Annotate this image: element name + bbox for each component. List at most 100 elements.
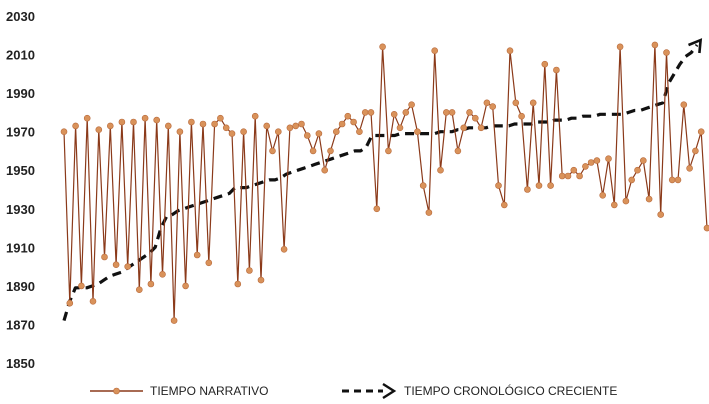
data-point-narrativo: [657, 211, 665, 218]
data-point-narrativo: [246, 267, 253, 274]
data-point-narrativo: [593, 157, 601, 164]
data-point-narrativo: [639, 157, 647, 164]
data-point-narrativo: [437, 166, 444, 174]
data-point-narrativo: [587, 159, 595, 166]
data-point-narrativo: [570, 166, 578, 174]
data-point-narrativo: [518, 112, 525, 120]
y-tick-label: 1890: [6, 279, 35, 294]
data-point-narrativo: [697, 128, 705, 135]
data-point-narrativo: [692, 147, 699, 155]
data-point-narrativo: [130, 118, 137, 126]
data-point-narrativo: [605, 155, 612, 162]
y-tick-label: 2010: [6, 48, 35, 63]
data-point-narrativo: [136, 286, 143, 294]
data-point-narrativo: [390, 111, 398, 118]
data-point-narrativo: [367, 109, 375, 116]
data-point-narrativo: [524, 186, 531, 193]
data-point-narrativo: [674, 176, 682, 184]
data-point-narrativo: [402, 109, 410, 116]
legend-marker-narrativo: [113, 387, 120, 395]
data-point-narrativo: [159, 270, 166, 278]
data-point-narrativo: [182, 282, 189, 290]
data-point-narrativo: [460, 124, 468, 132]
y-tick-label: 1910: [6, 240, 35, 255]
data-point-narrativo: [83, 114, 91, 122]
data-point-narrativo: [141, 114, 149, 122]
data-point-narrativo: [535, 182, 543, 189]
data-point-narrativo: [199, 120, 207, 128]
data-point-narrativo: [668, 176, 676, 184]
legend-label-cronologico: TIEMPO CRONOLÓGICO CRECIENTE: [404, 383, 617, 398]
data-point-narrativo: [280, 246, 288, 253]
data-point-narrativo: [188, 118, 195, 126]
data-point-narrativo: [60, 128, 68, 135]
data-point-narrativo: [645, 195, 653, 203]
data-point-narrativo: [95, 126, 103, 133]
data-point-narrativo: [582, 163, 589, 170]
data-point-narrativo: [414, 128, 421, 135]
data-point-narrativo: [292, 122, 300, 130]
y-tick-label: 1970: [6, 125, 35, 140]
data-point-narrativo: [385, 147, 392, 155]
data-point-narrativo: [442, 109, 450, 116]
data-point-narrativo: [663, 49, 670, 56]
data-point-narrativo: [576, 172, 583, 180]
legend-label-narrativo: TIEMPO NARRATIVO: [150, 384, 268, 398]
data-point-narrativo: [529, 99, 537, 107]
data-point-narrativo: [211, 120, 218, 128]
data-point-narrativo: [257, 276, 265, 284]
data-point-narrativo: [298, 120, 305, 128]
data-point-narrativo: [274, 128, 282, 135]
data-point-narrativo: [321, 166, 329, 174]
data-point-narrativo: [101, 253, 108, 261]
data-point-narrativo: [176, 128, 184, 135]
data-point-narrativo: [78, 282, 85, 290]
data-point-narrativo: [286, 124, 294, 132]
data-point-narrativo: [269, 147, 276, 155]
y-tick-label: 1870: [6, 317, 35, 332]
y-tick-label: 1850: [6, 356, 35, 371]
data-point-narrativo: [234, 280, 242, 288]
data-point-narrativo: [66, 299, 74, 307]
data-point-narrativo: [263, 122, 271, 130]
data-point-narrativo: [344, 112, 352, 120]
legend-arrowhead-icon: [382, 382, 397, 400]
data-point-narrativo: [205, 259, 213, 267]
data-point-narrativo: [240, 128, 247, 135]
data-point-narrativo: [408, 101, 415, 108]
data-point-narrativo: [483, 99, 491, 107]
data-point-narrativo: [361, 109, 369, 116]
data-point-narrativo: [553, 66, 560, 74]
data-point-narrativo: [332, 128, 340, 135]
data-point-narrativo: [489, 103, 497, 110]
data-point-narrativo: [431, 47, 439, 55]
data-point-narrativo: [309, 147, 317, 155]
data-point-narrativo: [170, 317, 178, 324]
data-point-narrativo: [124, 263, 131, 270]
series-tiempo-narrativo: [60, 41, 709, 324]
data-point-narrativo: [547, 182, 554, 189]
legend: TIEMPO NARRATIVO TIEMPO CRONOLÓGICO CREC…: [90, 382, 617, 400]
data-point-narrativo: [448, 109, 456, 116]
legend-item-narrativo: TIEMPO NARRATIVO: [90, 384, 268, 398]
data-point-narrativo: [303, 132, 311, 139]
data-point-narrativo: [512, 99, 520, 107]
data-point-narrativo: [477, 124, 485, 132]
y-tick-label: 1930: [6, 202, 35, 217]
y-axis-tick-labels: 1850 1870 1890 1910 1930 1950 1970 1990 2010 2030: [6, 9, 35, 371]
data-point-narrativo: [558, 172, 566, 180]
data-point-narrativo: [703, 224, 709, 232]
data-point-narrativo: [89, 297, 97, 305]
series-arrowhead-icon: [688, 38, 703, 54]
data-point-narrativo: [338, 120, 346, 128]
data-point-narrativo: [217, 114, 224, 122]
series-line-narrativo: [63, 44, 708, 322]
data-point-narrativo: [315, 130, 323, 137]
data-point-narrativo: [147, 280, 155, 288]
data-point-narrativo: [118, 118, 126, 126]
data-point-narrativo: [686, 165, 693, 172]
data-point-narrativo: [107, 122, 114, 130]
data-point-narrativo: [153, 116, 160, 124]
data-point-narrativo: [541, 60, 549, 68]
